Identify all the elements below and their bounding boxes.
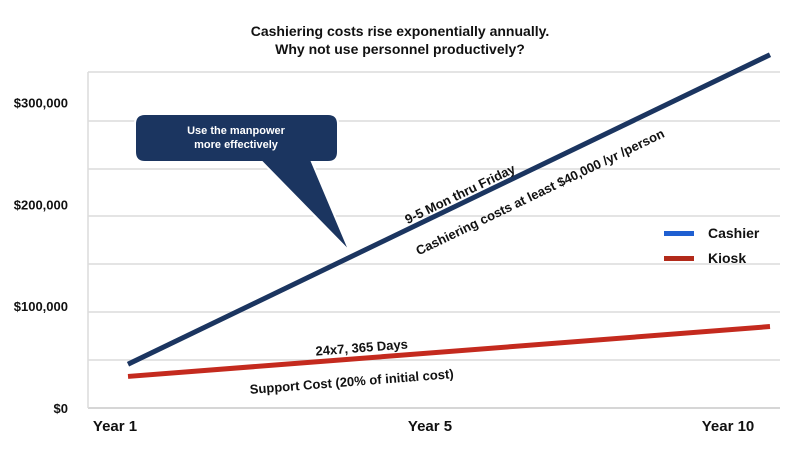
chart-title-line-1: Cashiering costs rise exponentially annu… <box>250 23 550 39</box>
series-line-cashier <box>126 52 772 367</box>
y-tick-label: $200,000 <box>14 197 68 212</box>
callout-shape <box>134 113 351 253</box>
series-line-kiosk <box>127 324 771 379</box>
kiosk-annotation-below: Support Cost (20% of initial cost) <box>249 366 454 397</box>
y-tick-label: $0 <box>54 401 68 416</box>
legend-label-kiosk: Kiosk <box>708 250 746 266</box>
legend-swatch-cashier <box>664 231 694 236</box>
series-lines <box>126 52 772 379</box>
y-tick-label: $300,000 <box>14 96 68 111</box>
legend: Cashier Kiosk <box>664 225 760 266</box>
kiosk-annotation-above: 24x7, 365 Days <box>315 336 408 358</box>
y-axis-ticks: $0 $100,000 $200,000 $300,000 <box>14 96 68 416</box>
chart-title-line-2: Why not use personnel productively? <box>275 41 525 57</box>
callout-bubble: Use the manpower more effectively <box>134 113 351 253</box>
legend-label-cashier: Cashier <box>708 225 760 241</box>
cashier-annotation: 9-5 Mon thru Friday Cashiering costs at … <box>402 126 666 258</box>
callout-text-line-2: more effectively <box>194 139 279 151</box>
chart-title: Cashiering costs rise exponentially annu… <box>0 22 800 58</box>
legend-swatch-kiosk <box>664 256 694 261</box>
x-tick-label: Year 10 <box>702 418 755 435</box>
x-tick-label: Year 5 <box>408 418 452 435</box>
y-tick-label: $100,000 <box>14 299 68 314</box>
x-tick-label: Year 1 <box>93 418 137 435</box>
x-axis-ticks: Year 1 Year 5 Year 10 <box>93 418 754 435</box>
callout-text-line-1: Use the manpower <box>187 125 286 137</box>
